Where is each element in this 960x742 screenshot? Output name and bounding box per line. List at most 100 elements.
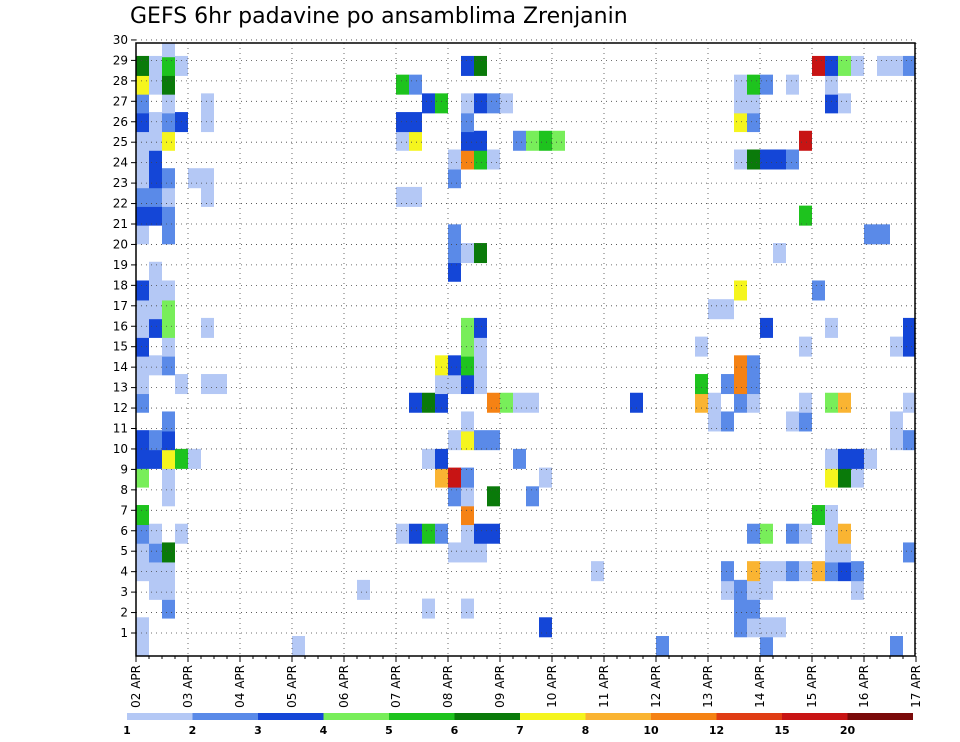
heatmap-cell	[474, 243, 487, 264]
heatmap-cell	[149, 149, 162, 170]
heatmap-cell	[162, 112, 175, 133]
heatmap-cell	[435, 374, 448, 395]
heatmap-cell	[500, 392, 513, 413]
x-axis: 02 APR 03 APR 04 APR 05 APR 06 APR 07 APR 08 A…	[129, 656, 923, 708]
x-tick-label: 06 APR	[337, 665, 351, 708]
heatmap-cell	[799, 561, 812, 582]
heatmap-cell	[136, 317, 149, 338]
heatmap-cell	[409, 74, 422, 95]
heatmap-cell	[149, 579, 162, 600]
heatmap-cell	[838, 561, 851, 582]
heatmap-cell	[721, 579, 734, 600]
heatmap-cell	[201, 186, 214, 207]
colorbar-swatch	[127, 713, 193, 720]
heatmap-cell	[799, 392, 812, 413]
heatmap-cell	[188, 448, 201, 469]
x-tick-label: 02 APR	[129, 665, 143, 708]
heatmap-cell	[877, 55, 890, 76]
heatmap-cell	[890, 55, 903, 76]
colorbar-swatch	[454, 713, 520, 720]
y-tick-label: 28	[113, 74, 128, 88]
heatmap-cell	[396, 74, 409, 95]
heatmap-cell	[461, 317, 474, 338]
heatmap-cell	[448, 149, 461, 170]
x-tick-label: 04 APR	[233, 665, 247, 708]
heatmap-cell	[136, 224, 149, 245]
y-tick-label: 10	[113, 442, 128, 456]
heatmap-cell	[136, 617, 149, 638]
y-tick-label: 25	[113, 135, 128, 149]
y-tick-label: 12	[113, 401, 128, 415]
heatmap-cell	[448, 355, 461, 376]
heatmap-cell	[760, 317, 773, 338]
y-tick-label: 17	[113, 299, 128, 313]
heatmap-cell	[877, 224, 890, 245]
y-tick-label: 15	[113, 340, 128, 354]
x-tick-label: 11 APR	[597, 665, 611, 708]
heatmap-cell	[474, 93, 487, 114]
heatmap-cell	[487, 523, 500, 544]
y-tick-label: 4	[120, 565, 128, 579]
x-tick-label: 15 APR	[805, 665, 819, 708]
heatmap-cell	[136, 168, 149, 189]
heatmap-cell	[825, 448, 838, 469]
heatmap-cell	[149, 55, 162, 76]
heatmap-cell	[461, 486, 474, 507]
heatmap-cell	[422, 598, 435, 619]
heatmap-cell	[890, 411, 903, 432]
heatmap-cell	[461, 336, 474, 357]
heatmap-cell	[396, 523, 409, 544]
heatmap-cell	[162, 598, 175, 619]
heatmap-cell	[149, 561, 162, 582]
heatmap-cell	[162, 467, 175, 488]
heatmap-cell	[136, 205, 149, 226]
heatmap-cell	[136, 149, 149, 170]
heatmap-cell	[162, 411, 175, 432]
heatmap-cell	[474, 355, 487, 376]
heatmap-cell	[903, 392, 915, 413]
heatmap-cell	[149, 523, 162, 544]
heatmap-cell	[136, 130, 149, 151]
heatmap-cell	[149, 112, 162, 133]
heatmap-cell	[136, 74, 149, 95]
heatmap-cell	[799, 130, 812, 151]
heatmap-cell	[188, 168, 201, 189]
heatmap-cell	[461, 467, 474, 488]
heatmap-cell	[851, 561, 864, 582]
heatmap-cell	[435, 523, 448, 544]
heatmap-cell	[747, 374, 760, 395]
heatmap-cell	[552, 130, 565, 151]
heatmap-cell	[448, 261, 461, 282]
colorbar-swatch	[323, 713, 389, 720]
heatmap-cell	[903, 317, 915, 338]
gridlines	[136, 39, 917, 656]
heatmap-cell	[448, 430, 461, 451]
heatmap-cell	[162, 486, 175, 507]
heatmap-cell	[149, 430, 162, 451]
heatmap-cell	[825, 93, 838, 114]
heatmap-cell	[149, 542, 162, 563]
heatmap-cell	[500, 93, 513, 114]
heatmap-cell	[812, 280, 825, 301]
colorbar-swatch	[389, 713, 455, 720]
heatmap-cell	[903, 55, 915, 76]
heatmap-cell	[136, 505, 149, 526]
heatmap-cell	[825, 561, 838, 582]
heatmap-cell	[201, 374, 214, 395]
heatmap-cell	[734, 355, 747, 376]
heatmap-cell	[799, 523, 812, 544]
heatmap-cell	[149, 261, 162, 282]
heatmap-cell	[149, 317, 162, 338]
heatmap-cell	[825, 505, 838, 526]
heatmap-cell	[539, 130, 552, 151]
heatmap-cell	[513, 130, 526, 151]
y-tick-label: 30	[113, 33, 128, 47]
heatmap-cell	[851, 448, 864, 469]
heatmap-cell	[825, 74, 838, 95]
heatmap-cell	[474, 374, 487, 395]
heatmap-cell	[825, 523, 838, 544]
heatmap-cell	[773, 561, 786, 582]
y-tick-label: 13	[113, 381, 128, 395]
heatmap-cell	[136, 374, 149, 395]
heatmap-cell	[461, 243, 474, 264]
